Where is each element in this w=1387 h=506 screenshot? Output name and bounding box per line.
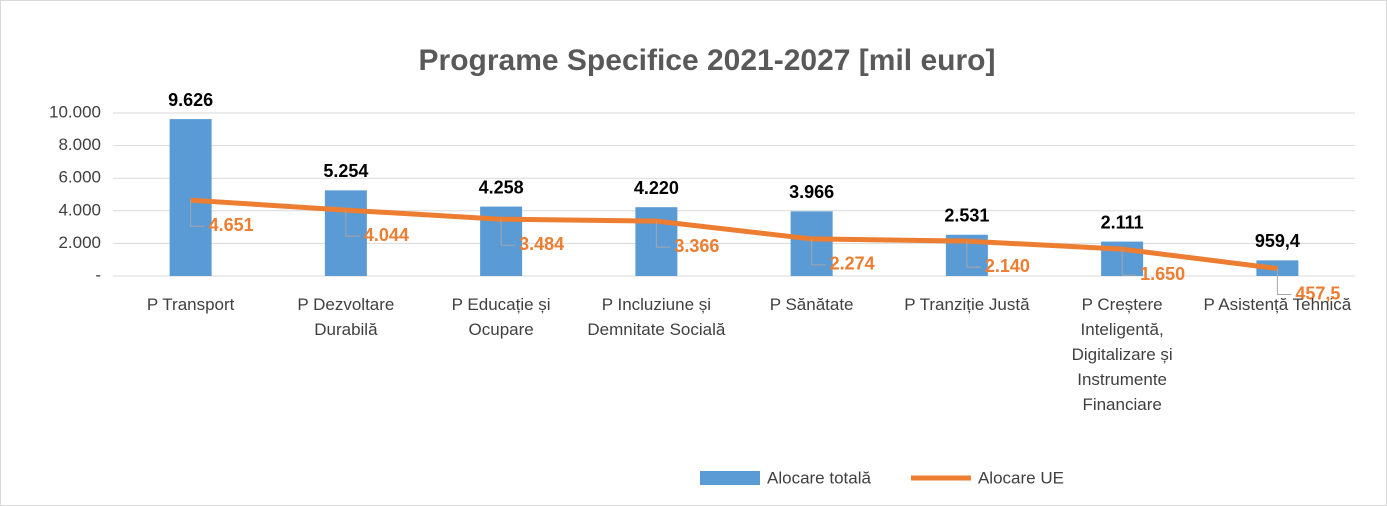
bar-value-label: 9.626 xyxy=(168,90,213,110)
line xyxy=(190,197,1278,272)
y-tick-label: - xyxy=(95,265,101,284)
y-tick-label: 8.000 xyxy=(58,135,101,154)
legend-label: Alocare UE xyxy=(978,468,1064,487)
x-tick-label: P Creștere Inteligentă, Digitalizare și … xyxy=(1071,295,1173,414)
bar-value-label: 959,4 xyxy=(1255,231,1300,251)
x-tick-label: P Asistență Tehnică xyxy=(1203,295,1352,314)
line-value-label: 3.484 xyxy=(519,234,564,254)
bar-value-label: 2.111 xyxy=(1101,212,1144,232)
bar-value-label: 5.254 xyxy=(323,161,368,181)
x-tick-label: P Tranziție Justă xyxy=(904,295,1030,314)
chart-title: Programe Specifice 2021-2027 [mil euro] xyxy=(419,44,996,77)
leader-line xyxy=(500,219,516,246)
legend-swatch xyxy=(700,471,760,485)
leader-line xyxy=(1276,268,1292,296)
line-value-label: 4.044 xyxy=(364,225,409,245)
leader-line xyxy=(1121,249,1137,276)
bar xyxy=(169,119,212,277)
leader-line xyxy=(345,210,360,237)
x-tick-label: P Transport xyxy=(146,295,235,314)
x-tick-label: P Educație și Ocupare xyxy=(451,295,551,339)
leader-line xyxy=(811,238,826,266)
x-tick-label: P Sănătate xyxy=(769,295,854,314)
bar-value-label: 2.531 xyxy=(944,205,989,225)
line-value-label: 4.651 xyxy=(209,215,254,235)
line-value-label: 457,5 xyxy=(1295,283,1340,303)
y-tick-label: 2.000 xyxy=(58,233,101,252)
bar-value-label: 4.220 xyxy=(634,178,679,198)
legend-label: Alocare totală xyxy=(767,468,871,487)
y-tick-label: 10.000 xyxy=(49,102,101,121)
line-value-label: 1.650 xyxy=(1140,264,1185,284)
x-tick-label: P Dezvoltare Durabilă xyxy=(297,295,395,339)
bar-value-label: 4.258 xyxy=(479,177,524,197)
leader-line xyxy=(966,241,981,268)
leader-line xyxy=(655,221,671,248)
bar-value-label: 3.966 xyxy=(789,182,834,202)
line-value-label: 3.366 xyxy=(674,236,719,256)
line-value-label: 2.274 xyxy=(830,254,875,274)
line-value-label: 2.140 xyxy=(985,256,1030,276)
leader-line xyxy=(190,200,205,227)
x-tick-label: P Incluziune și Demnitate Socială xyxy=(587,295,726,339)
y-tick-label: 6.000 xyxy=(58,168,101,187)
y-tick-label: 4.000 xyxy=(58,200,101,219)
